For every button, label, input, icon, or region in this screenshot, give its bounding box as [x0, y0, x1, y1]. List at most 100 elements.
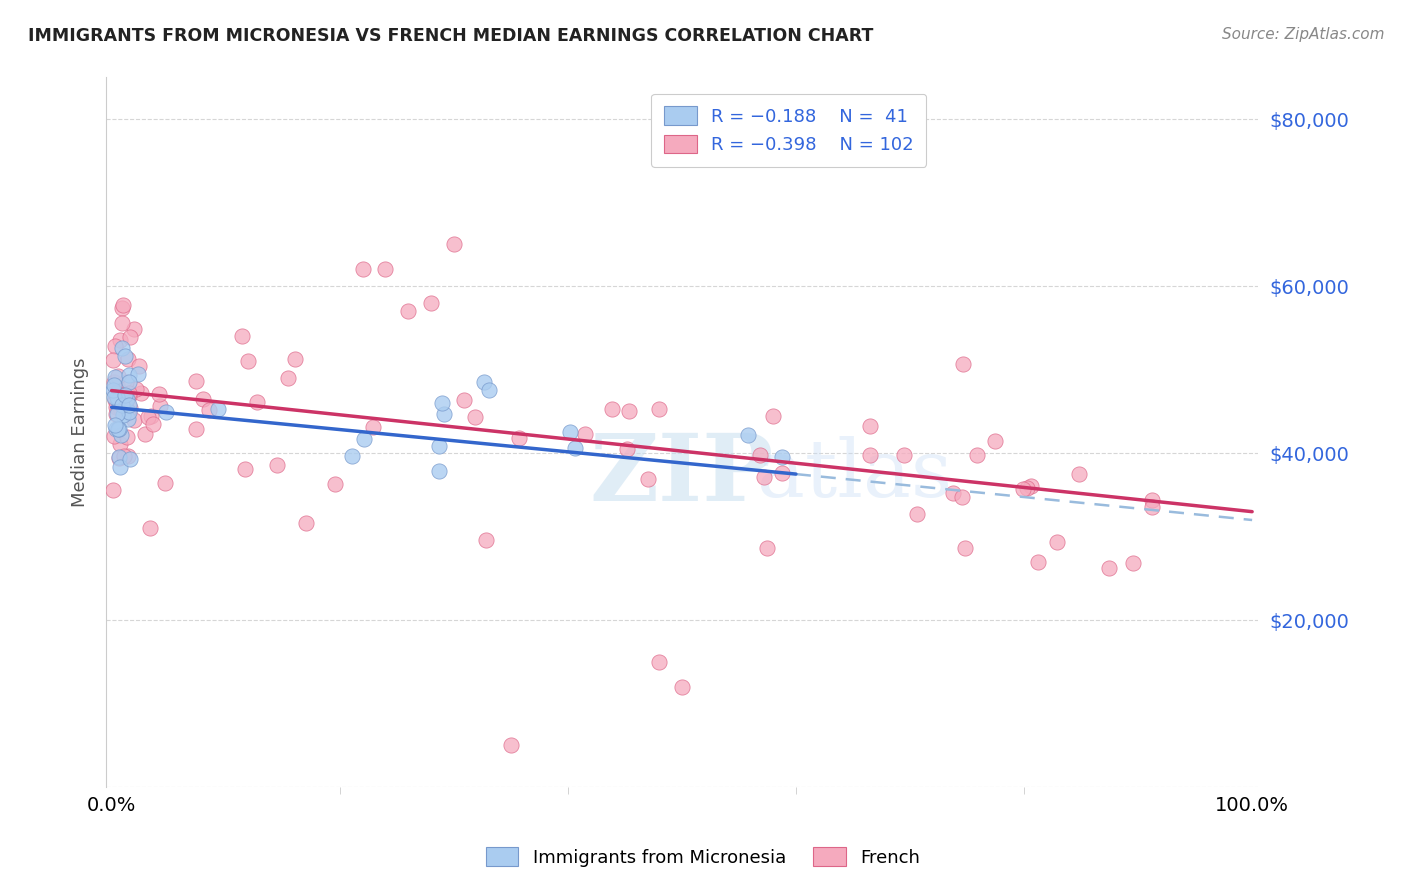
Point — [149, 399, 172, 413]
Point — [432, 395, 454, 409]
Point — [127, 367, 149, 381]
Point — [105, 407, 128, 421]
Point — [1012, 482, 1035, 496]
Point — [115, 376, 138, 390]
Point — [294, 516, 316, 531]
Point — [737, 428, 759, 442]
Legend: Immigrants from Micronesia, French: Immigrants from Micronesia, French — [478, 840, 928, 874]
Point — [277, 370, 299, 384]
Point — [427, 464, 450, 478]
Point — [770, 450, 793, 465]
Point — [233, 462, 256, 476]
Point — [478, 383, 501, 397]
Point — [464, 409, 486, 424]
Point — [374, 262, 396, 277]
Point — [111, 341, 134, 355]
Point — [361, 419, 384, 434]
Point — [117, 351, 139, 366]
Point — [284, 352, 307, 367]
Point — [108, 451, 131, 466]
Point — [1140, 493, 1163, 508]
Point — [111, 397, 134, 411]
Point — [104, 386, 127, 401]
Point — [120, 330, 142, 344]
Point — [110, 436, 132, 450]
Point — [107, 422, 129, 436]
Point — [117, 412, 139, 426]
Point — [136, 410, 159, 425]
Point — [762, 409, 785, 423]
Point — [1019, 479, 1042, 493]
Point — [671, 680, 693, 694]
Point — [648, 402, 671, 417]
Point — [111, 301, 134, 315]
Point — [184, 422, 207, 436]
Point — [101, 483, 124, 498]
Point — [118, 451, 141, 466]
Point — [117, 404, 139, 418]
Point — [107, 387, 129, 401]
Point — [953, 541, 976, 555]
Point — [950, 490, 973, 504]
Point — [105, 422, 128, 436]
Point — [117, 392, 139, 406]
Point — [1026, 555, 1049, 569]
Point — [600, 401, 623, 416]
Point — [105, 401, 128, 415]
Point — [110, 317, 132, 331]
Point — [942, 486, 965, 500]
Point — [111, 409, 134, 423]
Point — [893, 448, 915, 462]
Point — [148, 387, 170, 401]
Point — [153, 476, 176, 491]
Point — [111, 398, 134, 412]
Point — [122, 322, 145, 336]
Point — [1067, 467, 1090, 481]
Point — [114, 388, 136, 402]
Point — [103, 376, 125, 390]
Point — [107, 422, 129, 436]
Point — [117, 449, 139, 463]
Point — [859, 418, 882, 433]
Text: atlas: atlas — [756, 436, 952, 514]
Point — [104, 370, 127, 384]
Point — [499, 739, 522, 753]
Point — [648, 655, 671, 669]
Point — [266, 458, 288, 473]
Point — [118, 405, 141, 419]
Point — [115, 391, 138, 405]
Point — [472, 375, 495, 389]
Point — [756, 541, 779, 555]
Text: Source: ZipAtlas.com: Source: ZipAtlas.com — [1222, 27, 1385, 42]
Point — [107, 369, 129, 384]
Point — [105, 407, 128, 421]
Point — [105, 390, 128, 404]
Point — [859, 448, 882, 462]
Point — [508, 430, 530, 444]
Point — [104, 393, 127, 408]
Point — [105, 378, 128, 392]
Text: ZIP: ZIP — [589, 430, 773, 520]
Point — [966, 449, 988, 463]
Point — [246, 395, 269, 409]
Point — [118, 398, 141, 412]
Point — [108, 333, 131, 347]
Point — [616, 442, 638, 457]
Point — [433, 408, 456, 422]
Point — [118, 368, 141, 382]
Point — [101, 384, 124, 398]
Point — [118, 376, 141, 390]
Point — [125, 382, 148, 396]
Point — [139, 521, 162, 535]
Point — [198, 403, 221, 417]
Point — [637, 472, 659, 486]
Point — [905, 507, 928, 521]
Point — [475, 533, 498, 548]
Point — [619, 404, 641, 418]
Point — [141, 409, 163, 423]
Point — [749, 449, 772, 463]
Point — [983, 434, 1005, 449]
Point — [353, 432, 375, 446]
Point — [396, 304, 419, 318]
Point — [110, 428, 132, 442]
